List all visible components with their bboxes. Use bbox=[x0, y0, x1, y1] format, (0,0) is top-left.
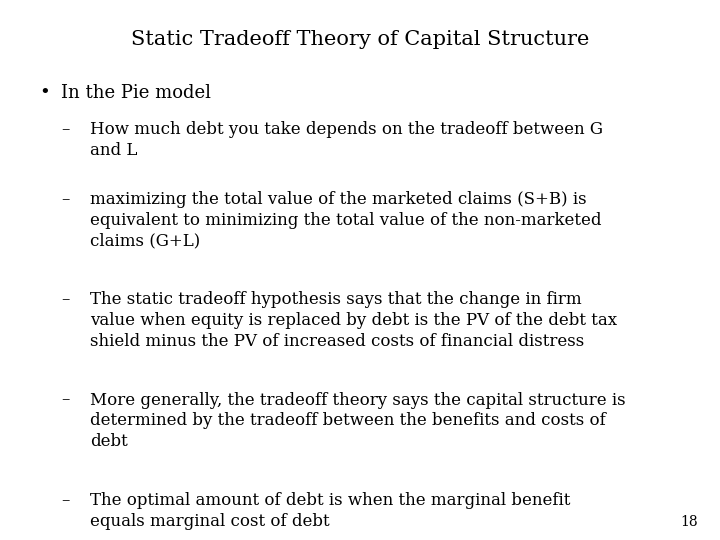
Text: The static tradeoff hypothesis says that the change in firm
value when equity is: The static tradeoff hypothesis says that… bbox=[90, 291, 617, 350]
Text: How much debt you take depends on the tradeoff between G
and L: How much debt you take depends on the tr… bbox=[90, 122, 603, 159]
Text: In the Pie model: In the Pie model bbox=[61, 84, 211, 102]
Text: Static Tradeoff Theory of Capital Structure: Static Tradeoff Theory of Capital Struct… bbox=[131, 30, 589, 49]
Text: –: – bbox=[61, 492, 70, 509]
Text: –: – bbox=[61, 291, 70, 308]
Text: –: – bbox=[61, 191, 70, 207]
Text: More generally, the tradeoff theory says the capital structure is
determined by : More generally, the tradeoff theory says… bbox=[90, 392, 626, 450]
Text: 18: 18 bbox=[681, 515, 698, 529]
Text: •: • bbox=[40, 84, 50, 102]
Text: The optimal amount of debt is when the marginal benefit
equals marginal cost of : The optimal amount of debt is when the m… bbox=[90, 492, 570, 530]
Text: maximizing the total value of the marketed claims (S+B) is
equivalent to minimiz: maximizing the total value of the market… bbox=[90, 191, 601, 249]
Text: –: – bbox=[61, 392, 70, 408]
Text: –: – bbox=[61, 122, 70, 138]
